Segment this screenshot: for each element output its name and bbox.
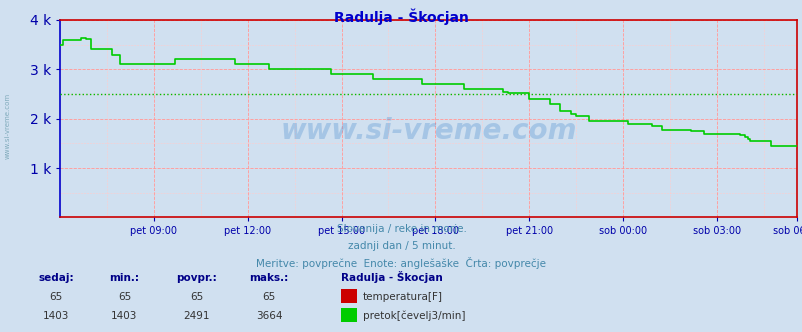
Text: temperatura[F]: temperatura[F]	[363, 292, 443, 302]
Text: 65: 65	[190, 292, 203, 302]
Text: Radulja - Škocjan: Radulja - Škocjan	[341, 271, 443, 283]
Text: 3664: 3664	[255, 311, 282, 321]
Text: 65: 65	[262, 292, 275, 302]
Text: 1403: 1403	[111, 311, 137, 321]
Text: Meritve: povprečne  Enote: anglešaške  Črta: povprečje: Meritve: povprečne Enote: anglešaške Črt…	[256, 257, 546, 269]
Text: Slovenija / reke in morje.: Slovenija / reke in morje.	[336, 224, 466, 234]
Text: zadnji dan / 5 minut.: zadnji dan / 5 minut.	[347, 241, 455, 251]
Text: 2491: 2491	[183, 311, 210, 321]
Text: povpr.:: povpr.:	[176, 273, 217, 283]
Text: min.:: min.:	[109, 273, 140, 283]
Text: sedaj:: sedaj:	[38, 273, 74, 283]
Text: www.si-vreme.com: www.si-vreme.com	[280, 117, 577, 144]
Text: maks.:: maks.:	[249, 273, 288, 283]
Text: 1403: 1403	[43, 311, 69, 321]
Text: pretok[čevelj3/min]: pretok[čevelj3/min]	[363, 311, 465, 321]
Text: Radulja - Škocjan: Radulja - Škocjan	[334, 8, 468, 25]
Text: www.si-vreme.com: www.si-vreme.com	[5, 93, 11, 159]
Text: 65: 65	[50, 292, 63, 302]
Text: 65: 65	[118, 292, 131, 302]
